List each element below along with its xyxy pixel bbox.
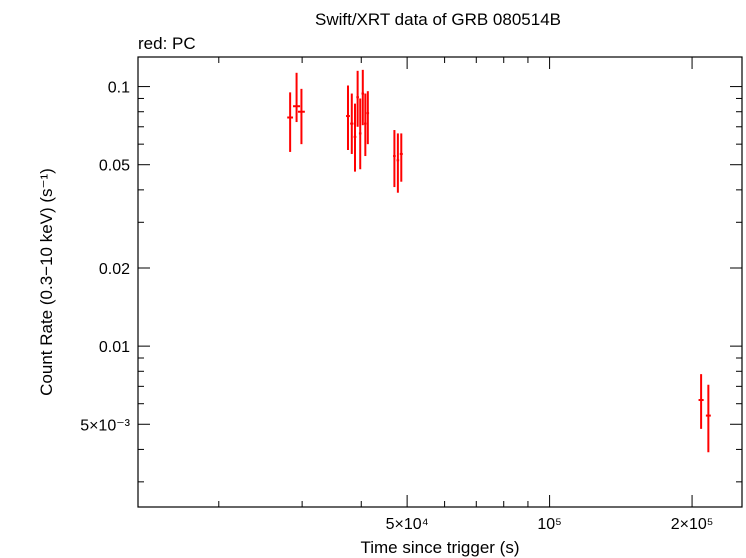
chart-title: Swift/XRT data of GRB 080514B	[315, 10, 561, 29]
y-tick-label: 0.01	[99, 339, 130, 356]
data-point	[399, 133, 403, 182]
data-point	[698, 374, 704, 429]
data-point	[366, 91, 370, 145]
data-point	[361, 69, 365, 126]
data-point	[705, 384, 711, 453]
x-tick-label: 5×10⁴	[386, 516, 429, 533]
data-point	[364, 93, 367, 157]
y-axis: 0.1 0.05 0.02 0.01 5×10⁻³	[80, 80, 742, 483]
data-point	[293, 72, 301, 123]
y-tick-label: 0.1	[108, 80, 130, 97]
data-point	[396, 133, 400, 193]
x-axis: 5×10⁴ 10⁵ 2×10⁵	[218, 57, 714, 533]
y-tick-label: 0.02	[99, 261, 130, 278]
data-point	[353, 103, 357, 172]
data-series	[287, 69, 711, 453]
data-point	[297, 88, 305, 145]
data-point	[356, 70, 359, 127]
x-tick-label: 2×10⁵	[671, 516, 714, 533]
y-tick-label: 0.05	[99, 158, 130, 175]
chart-subtitle: red: PC	[138, 34, 196, 53]
y-tick-label: 5×10⁻³	[80, 417, 130, 434]
x-axis-label: Time since trigger (s)	[360, 538, 519, 557]
data-point	[346, 85, 350, 150]
data-point	[287, 92, 294, 152]
plot-frame	[137, 56, 743, 508]
x-tick-label: 10⁵	[537, 516, 561, 533]
y-axis-label: Count Rate (0.3−10 keV) (s⁻¹)	[37, 168, 56, 396]
data-point	[358, 98, 362, 170]
data-point	[350, 93, 354, 154]
data-point	[393, 130, 396, 188]
